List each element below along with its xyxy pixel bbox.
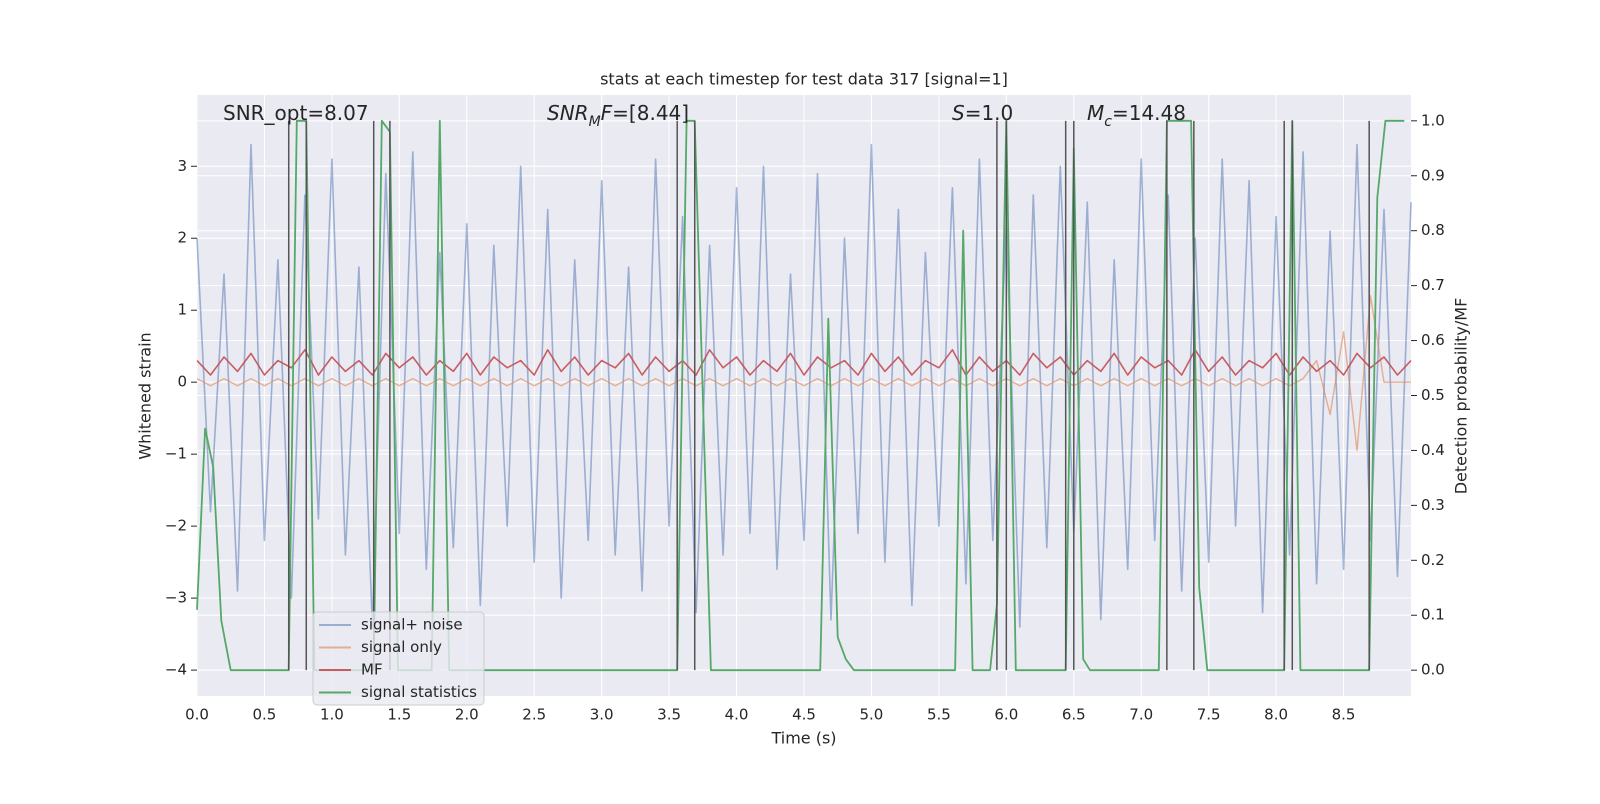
annotation-part: M xyxy=(589,114,601,130)
chart-title: stats at each timestep for test data 317… xyxy=(600,70,1008,89)
y-tick-label: 1 xyxy=(177,301,187,319)
x-tick-label: 4.0 xyxy=(725,706,749,724)
annotation-part: SNR_opt=8.07 xyxy=(223,101,369,125)
y-axis-label: Whitened strain xyxy=(136,332,155,459)
annotation: SNR_opt=8.07 xyxy=(223,101,369,125)
x-tick-label: 7.0 xyxy=(1129,706,1153,724)
y-tick-label: −4 xyxy=(165,661,187,679)
x-tick-label: 5.0 xyxy=(860,706,884,724)
series-line xyxy=(196,143,1412,628)
y2-tick-label: 0.2 xyxy=(1421,551,1445,569)
x-tick-label: 6.0 xyxy=(994,706,1018,724)
y2-tick-label: 0.6 xyxy=(1421,331,1445,349)
legend-label: MF xyxy=(361,661,383,679)
y2-tick-label: 0.7 xyxy=(1421,276,1445,294)
series-line xyxy=(196,119,1405,672)
legend-box xyxy=(312,611,485,706)
legend-label: signal statistics xyxy=(361,683,477,701)
x-tick-label: 8.0 xyxy=(1264,706,1288,724)
y2-tick-label: 0.4 xyxy=(1421,441,1445,459)
annotation-part: c xyxy=(1104,114,1112,130)
annotation-part: SNR xyxy=(547,101,589,125)
x-tick-label: 4.5 xyxy=(792,706,816,724)
annotation-part: =14.48 xyxy=(1112,101,1186,125)
y-tick-label: 0 xyxy=(177,373,187,391)
annotation: Mc=14.48 xyxy=(1087,101,1186,131)
x-tick-label: 6.5 xyxy=(1062,706,1086,724)
x-tick-label: 1.5 xyxy=(387,706,411,724)
annotation-part: M xyxy=(1087,101,1104,125)
y-tick-label: 3 xyxy=(177,157,187,175)
y2-tick-label: 0.1 xyxy=(1421,606,1445,624)
x-axis-label: Time (s) xyxy=(770,729,836,748)
annotation: S=1.0 xyxy=(952,101,1013,125)
x-tick-label: 1.0 xyxy=(320,706,344,724)
y2-tick-label: 0.5 xyxy=(1421,386,1445,404)
y2-tick-label: 0.0 xyxy=(1421,661,1445,679)
y-tick-label: −2 xyxy=(165,517,187,535)
y2-tick-label: 1.0 xyxy=(1421,111,1445,129)
y-tick-label: −3 xyxy=(165,589,187,607)
legend-label: signal only xyxy=(361,638,442,656)
y2-tick-label: 0.9 xyxy=(1421,166,1445,184)
x-tick-label: 0.5 xyxy=(253,706,277,724)
series-line xyxy=(196,295,1411,452)
y2-tick-label: 0.3 xyxy=(1421,496,1445,514)
x-tick-label: 7.5 xyxy=(1197,706,1221,724)
x-tick-label: 2.0 xyxy=(455,706,479,724)
annotation-part: =[8.44] xyxy=(612,101,689,125)
y2-axis-label: Detection probability/MF xyxy=(1452,298,1471,495)
y-tick-label: −1 xyxy=(165,445,187,463)
series-line xyxy=(196,349,1412,376)
x-tick-label: 3.5 xyxy=(657,706,681,724)
y-tick-label: 2 xyxy=(177,229,187,247)
x-tick-label: 8.5 xyxy=(1332,706,1356,724)
x-tick-label: 3.0 xyxy=(590,706,614,724)
x-tick-label: 0.0 xyxy=(185,706,209,724)
annotation: SNRMF=[8.44] xyxy=(547,101,689,131)
y2-tick-label: 0.8 xyxy=(1421,221,1445,239)
annotation-part: =1.0 xyxy=(965,101,1014,125)
annotation-part: F xyxy=(601,101,613,125)
x-tick-label: 5.5 xyxy=(927,706,951,724)
annotation-part: S xyxy=(952,101,965,125)
x-tick-label: 2.5 xyxy=(522,706,546,724)
legend-label: signal+ noise xyxy=(361,616,463,634)
